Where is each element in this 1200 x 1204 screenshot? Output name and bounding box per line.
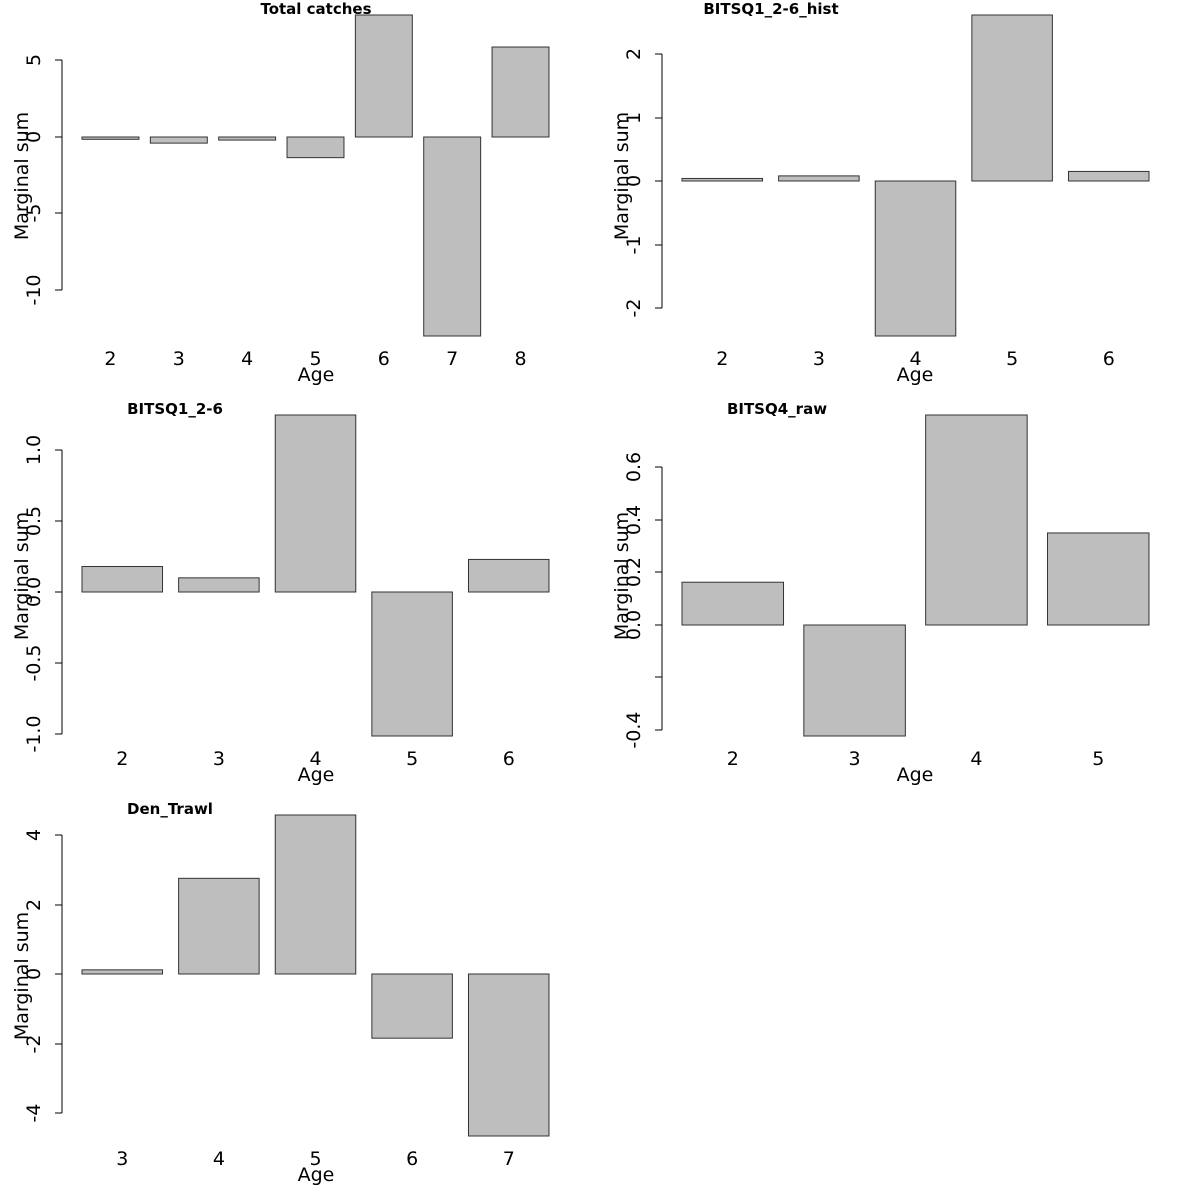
bar-4 [874, 180, 957, 337]
y-tick-label: 0.0 [623, 610, 645, 640]
bar-2 [681, 177, 764, 182]
y-tick-label: -1 [623, 236, 645, 255]
chart-panel-5: Den_Trawl 4 2 0 -2 -4 Marginal sum 3 4 5 6 7 Age [11, 800, 550, 1186]
x-tick-label: 4 [909, 348, 921, 370]
chart-title: Total catches [260, 0, 371, 18]
bar-6 [371, 973, 453, 1039]
x-tick-label: 6 [503, 748, 515, 770]
bar-5 [1046, 532, 1150, 626]
y-tick-label: -1.0 [23, 715, 45, 752]
x-tick-label: 7 [446, 348, 458, 370]
bar-4 [925, 414, 1028, 626]
x-tick-label: 3 [813, 348, 825, 370]
bar-2 [81, 136, 140, 140]
bar-4 [218, 136, 277, 141]
x-tick-label: 5 [406, 748, 418, 770]
chart-title: Den_Trawl [127, 800, 213, 818]
bar-6 [467, 558, 550, 593]
x-axis-label: Age [298, 1164, 335, 1186]
x-axis-label: Age [897, 764, 934, 786]
y-tick-label: 5 [23, 54, 45, 66]
y-tick-label: 2 [23, 899, 45, 911]
x-tick-label: 6 [378, 348, 390, 370]
x-tick-label: 6 [1103, 348, 1115, 370]
x-tick-label: 3 [173, 348, 185, 370]
x-axis-label: Age [298, 364, 335, 386]
x-tick-label: 4 [309, 748, 321, 770]
y-axis-label: Marginal sum [611, 512, 633, 640]
y-tick-label: -0.5 [23, 644, 45, 681]
bar-3 [81, 969, 164, 975]
y-tick-label: -2 [623, 299, 645, 318]
y-tick-label: -4 [23, 1104, 45, 1123]
bar-7 [423, 136, 482, 337]
y-tick-label: 1 [623, 112, 645, 124]
y-tick-label: 0.4 [623, 505, 645, 535]
bar-3 [803, 624, 906, 737]
y-axis-label: Marginal sum [611, 112, 633, 240]
x-tick-label: 3 [116, 1148, 128, 1170]
y-tick-label: 0.2 [623, 557, 645, 587]
x-tick-label: 2 [116, 748, 128, 770]
y-tick-label: 0.0 [23, 577, 45, 607]
bar-8 [491, 46, 550, 138]
y-tick-label: 0.6 [623, 452, 645, 482]
chart-title: BITSQ1_2-6 [127, 400, 223, 418]
bar-6 [354, 14, 413, 138]
x-tick-label: 5 [309, 348, 321, 370]
x-axis-label: Age [298, 764, 335, 786]
x-tick-label: 2 [104, 348, 116, 370]
y-tick-label: -2 [23, 1035, 45, 1054]
y-tick-label: 2 [623, 48, 645, 60]
x-tick-label: 8 [514, 348, 526, 370]
x-tick-label: 5 [1092, 748, 1104, 770]
x-tick-label: 2 [727, 748, 739, 770]
y-tick-label: 0 [23, 131, 45, 143]
y-tick-label: 4 [23, 829, 45, 841]
bar-2 [681, 581, 785, 626]
y-tick-label: 0 [23, 968, 45, 980]
x-tick-label: 5 [309, 1148, 321, 1170]
bar-2 [81, 566, 164, 593]
y-tick-label: 1.0 [23, 435, 45, 465]
y-axis-label: Marginal sum [11, 912, 33, 1040]
bar-5 [371, 591, 453, 737]
y-tick-label: -10 [23, 274, 45, 305]
y-tick-label: -5 [23, 204, 45, 223]
bar-3 [178, 577, 260, 593]
bar-3 [149, 136, 208, 144]
x-axis-label: Age [897, 364, 934, 386]
x-tick-label: 5 [1006, 348, 1018, 370]
bar-3 [778, 175, 860, 182]
bar-5 [971, 14, 1053, 182]
y-tick-label: 0.5 [23, 506, 45, 536]
x-tick-label: 4 [213, 1148, 225, 1170]
chart-panel-3: BITSQ1_2-6 1.0 0.5 0.0 -0.5 -1.0 Marginal sum 2… [11, 400, 550, 786]
chart-panel-4: BITSQ4_raw 0.6 0.4 0.2 0.0 -0.4 Marginal sum 2 3… [611, 400, 1150, 786]
bar-5 [274, 814, 357, 975]
chart-panel-2: BITSQ1_2-6_hist 2 1 0 -1 -2 Marginal sum 2 3 4 5 6 A… [611, 0, 1150, 386]
x-tick-label: 6 [406, 1148, 418, 1170]
y-tick-label: -0.4 [623, 711, 645, 748]
x-tick-label: 4 [241, 348, 253, 370]
bar-4 [178, 877, 260, 975]
x-tick-label: 7 [503, 1148, 515, 1170]
y-axis-label: Marginal sum [11, 512, 33, 640]
y-axis-label: Marginal sum [11, 112, 33, 240]
chart-panel-1: Total catches 5 0 -5 -10 Marginal sum 2 3 4 5 6 7 8 A… [11, 0, 550, 386]
chart-title: BITSQ1_2-6_hist [703, 0, 838, 18]
x-tick-label: 4 [970, 748, 982, 770]
bar-4 [274, 414, 357, 593]
chart-title: BITSQ4_raw [727, 400, 827, 418]
bar-5 [286, 136, 345, 159]
x-tick-label: 3 [213, 748, 225, 770]
y-tick-label: 0 [623, 175, 645, 187]
bar-6 [1067, 170, 1150, 182]
bar-7 [467, 973, 550, 1137]
x-tick-label: 3 [849, 748, 861, 770]
x-tick-label: 2 [716, 348, 728, 370]
